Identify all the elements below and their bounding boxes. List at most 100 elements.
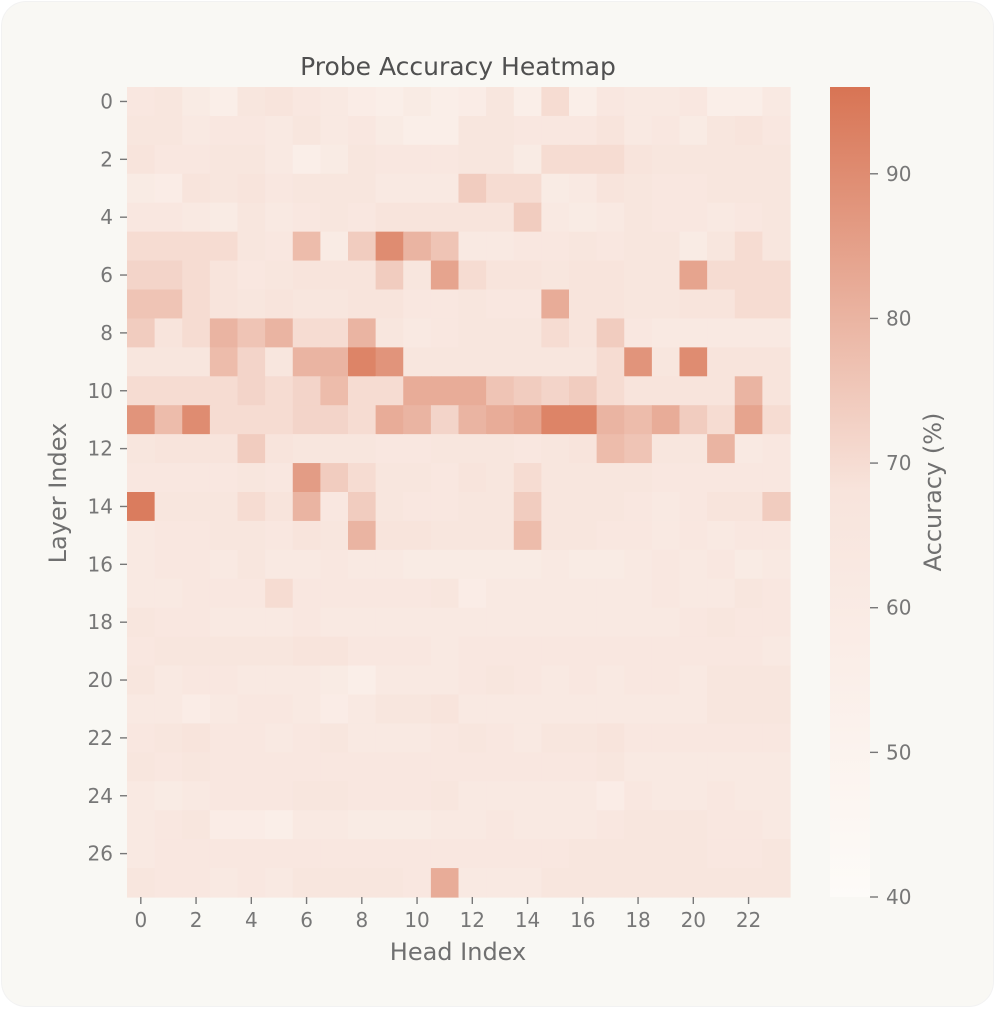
heatmap-cell xyxy=(624,549,653,580)
heatmap-cell xyxy=(320,202,349,233)
heatmap-cell xyxy=(430,492,460,522)
heatmap-cell xyxy=(679,723,708,753)
heatmap-cell xyxy=(209,781,239,811)
heatmap-cell xyxy=(486,347,515,377)
heatmap-cell xyxy=(403,868,432,898)
heatmap-cell xyxy=(486,839,515,869)
heatmap-cell xyxy=(486,636,515,667)
heatmap-cell xyxy=(513,144,542,175)
heatmap-cell xyxy=(569,752,598,782)
heatmap-cell xyxy=(541,578,570,609)
heatmap-cell xyxy=(707,434,736,464)
heatmap-cell xyxy=(707,752,736,782)
heatmap-cell xyxy=(237,87,266,117)
colorbar-tick-label: 40 xyxy=(886,885,911,909)
heatmap-cell xyxy=(375,665,404,696)
heatmap-cell xyxy=(182,260,211,291)
heatmap-cell xyxy=(762,347,791,377)
x-axis: 0 2 4 6 8 10 12 14 16 18 20 22 xyxy=(134,897,761,932)
heatmap-cell xyxy=(458,868,487,898)
heatmap-cell xyxy=(403,752,432,782)
heatmap-cell xyxy=(458,578,487,609)
heatmap-cell xyxy=(679,665,708,696)
colorbar-label: Accuracy (%) xyxy=(919,413,947,572)
heatmap-cell xyxy=(707,289,736,320)
heatmap-cell xyxy=(596,405,625,435)
heatmap-cell xyxy=(265,434,294,464)
heatmap-cell xyxy=(486,607,515,638)
heatmap-cell xyxy=(403,607,432,638)
heatmap-cell xyxy=(624,723,653,753)
heatmap-cell xyxy=(569,578,598,609)
heatmap-cell xyxy=(292,144,321,175)
heatmap-cell xyxy=(375,636,404,667)
y-tick-label: 8 xyxy=(100,321,113,345)
heatmap-cell xyxy=(265,144,294,175)
heatmap-cell xyxy=(182,694,211,725)
heatmap-cell xyxy=(596,549,625,580)
heatmap-cell xyxy=(265,636,294,667)
heatmap-cell xyxy=(430,115,460,146)
heatmap-cell xyxy=(292,202,321,233)
heatmap-cell xyxy=(375,115,404,146)
x-tick-label: 0 xyxy=(134,908,147,932)
heatmap-cell xyxy=(403,723,432,753)
heatmap-cell xyxy=(651,752,681,782)
x-tick-label: 8 xyxy=(355,908,368,932)
heatmap-cell xyxy=(596,376,625,406)
heatmap-cell xyxy=(209,347,239,377)
heatmap-cell xyxy=(403,289,432,320)
heatmap-cell xyxy=(348,665,377,696)
heatmap-cell xyxy=(375,405,404,435)
heatmap-cell xyxy=(513,115,542,146)
x-tick-label: 12 xyxy=(460,908,485,932)
heatmap-cell xyxy=(458,289,487,320)
heatmap-cell xyxy=(348,115,377,146)
heatmap-cell xyxy=(375,463,404,493)
heatmap-cell xyxy=(375,144,404,175)
y-tick-label: 22 xyxy=(88,726,113,750)
heatmap-cell xyxy=(265,231,294,262)
heatmap-cell xyxy=(237,492,266,522)
heatmap-cell xyxy=(541,434,570,464)
heatmap-cell xyxy=(458,492,487,522)
heatmap-cell xyxy=(762,694,791,725)
x-tick-label: 16 xyxy=(570,908,595,932)
heatmap-cell xyxy=(265,202,294,233)
heatmap-cell xyxy=(348,607,377,638)
heatmap-cell xyxy=(486,202,515,233)
heatmap-cell xyxy=(430,781,460,811)
heatmap-cell xyxy=(458,173,487,204)
heatmap-cell xyxy=(375,347,404,377)
heatmap-cell xyxy=(679,520,708,551)
heatmap-cell xyxy=(734,607,763,638)
heatmap-cell xyxy=(734,144,763,175)
y-tick-label: 26 xyxy=(88,842,113,866)
heatmap-cell xyxy=(375,492,404,522)
heatmap-cell xyxy=(265,781,294,811)
heatmap-cell xyxy=(651,87,681,117)
y-tick-label: 18 xyxy=(88,610,113,634)
heatmap-cell xyxy=(375,752,404,782)
heatmap-cell xyxy=(292,665,321,696)
heatmap-cell xyxy=(541,202,570,233)
heatmap-cell xyxy=(292,347,321,377)
heatmap-cell xyxy=(237,434,266,464)
heatmap-cell xyxy=(127,115,156,146)
heatmap-cell xyxy=(348,173,377,204)
x-tick-label: 2 xyxy=(190,908,203,932)
heatmap-cell xyxy=(348,578,377,609)
heatmap-cell xyxy=(513,434,542,464)
heatmap-cell xyxy=(651,839,681,869)
heatmap-cell xyxy=(127,492,156,522)
heatmap-cell xyxy=(292,636,321,667)
heatmap-cell xyxy=(624,578,653,609)
heatmap-cell xyxy=(569,492,598,522)
heatmap-cell xyxy=(679,868,708,898)
heatmap-cell xyxy=(292,839,321,869)
colorbar-tick-label: 60 xyxy=(886,596,911,620)
colorbar-ticks: 40 50 60 70 80 90 xyxy=(870,162,911,909)
heatmap-cell xyxy=(707,665,736,696)
heatmap-cell xyxy=(237,231,266,262)
heatmap-cell xyxy=(237,520,266,551)
